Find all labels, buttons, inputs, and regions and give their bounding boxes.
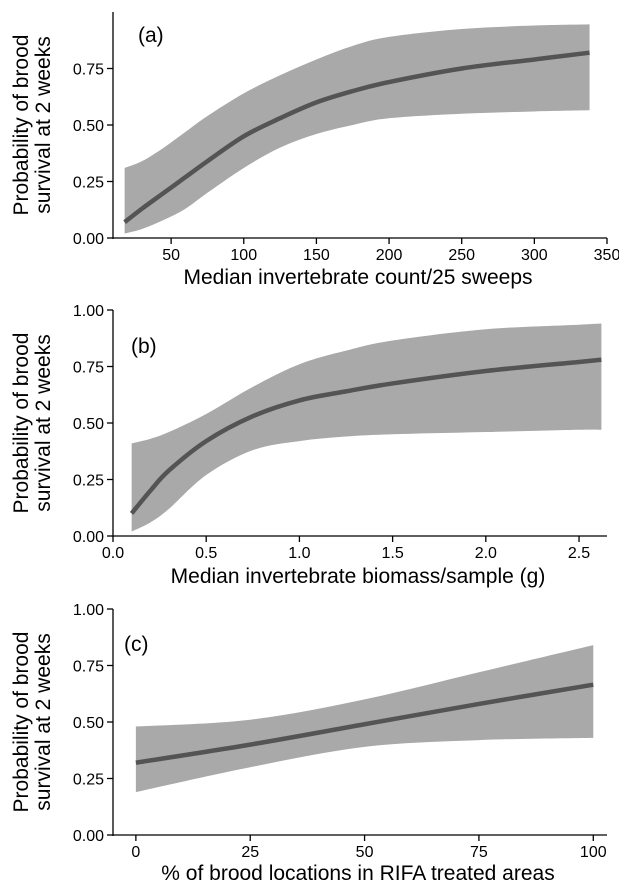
panel-c: 0.00 0.25 0.50 0.75 1.00 0 25 50 75 100 % of brood… (10, 602, 607, 885)
x-tick-label: 1.0 (288, 545, 310, 562)
x-tick-label: 50 (356, 844, 374, 861)
y-axis-title: Probability of broodsurvival at 2 weeks (10, 35, 55, 216)
y-tick-label: 1.00 (73, 303, 104, 320)
y-tick-label: 0.00 (73, 828, 104, 845)
x-tick-label: 0.5 (195, 545, 217, 562)
x-tick-label: 200 (376, 247, 403, 264)
y-tick-label: 0.25 (73, 772, 104, 789)
y-tick-label: 0.50 (73, 416, 104, 433)
y-tick-label: 0.75 (73, 360, 104, 377)
panel-a: 0.00 0.25 0.50 0.75 50 100 150 200 250 300 350 Medi… (10, 12, 619, 289)
panel-label: (b) (131, 335, 157, 358)
x-tick-label: 100 (580, 844, 607, 861)
y-tick-label: 0.00 (73, 529, 104, 546)
x-axis-title: % of brood locations in RIFA treated are… (161, 862, 554, 885)
y-axis-title-line: survival at 2 weeks (32, 36, 55, 213)
y-axis-title: Probability of broodsurvival at 2 weeks (10, 632, 55, 813)
x-tick-label: 1.5 (381, 545, 403, 562)
panel-label: (a) (138, 24, 164, 47)
fitted-line (123, 50, 590, 224)
confidence-band (124, 24, 590, 234)
x-tick-label: 250 (448, 247, 475, 264)
y-tick-label: 0.50 (73, 715, 104, 732)
x-tick-label: 25 (241, 844, 259, 861)
x-tick-label: 150 (303, 247, 330, 264)
x-tick-label: 100 (230, 247, 257, 264)
panel-label: (c) (124, 633, 149, 656)
confidence-band (135, 645, 594, 793)
x-tick-label: 50 (162, 247, 180, 264)
y-axis-title-line: survival at 2 weeks (32, 334, 55, 511)
y-tick-label: 0.00 (73, 231, 104, 248)
y-axis-title-line: Probability of brood (10, 333, 33, 514)
y-axis-title-line: survival at 2 weeks (32, 633, 55, 810)
x-tick-label: 300 (521, 247, 548, 264)
y-tick-label: 0.75 (73, 659, 104, 676)
y-axis-title: Probability of broodsurvival at 2 weeks (10, 333, 55, 514)
x-tick-label: 0 (131, 844, 140, 861)
y-tick-label: 1.00 (73, 602, 104, 619)
x-tick-label: 0.0 (102, 545, 124, 562)
y-axis-title-line: Probability of brood (10, 632, 33, 813)
y-tick-label: 0.50 (73, 118, 104, 135)
y-axis-title-line: Probability of brood (10, 35, 33, 216)
fitted-line (129, 357, 602, 515)
panel-b: 0.00 0.25 0.50 0.75 1.00 0.0 0.5 1.0 1.5 2.0 2.5 Me… (10, 303, 607, 588)
x-tick-label: 2.0 (475, 545, 497, 562)
y-tick-label: 0.25 (73, 175, 104, 192)
x-axis-title: Median invertebrate biomass/sample (g) (171, 565, 546, 588)
y-tick-label: 0.75 (73, 62, 104, 79)
y-tick-label: 0.25 (73, 473, 104, 490)
x-tick-label: 75 (470, 844, 488, 861)
fitted-line (135, 682, 594, 765)
confidence-band (131, 323, 602, 532)
x-tick-label: 2.5 (568, 545, 590, 562)
x-axis-title: Median invertebrate count/25 sweeps (183, 266, 532, 289)
x-tick-label: 350 (594, 247, 619, 264)
